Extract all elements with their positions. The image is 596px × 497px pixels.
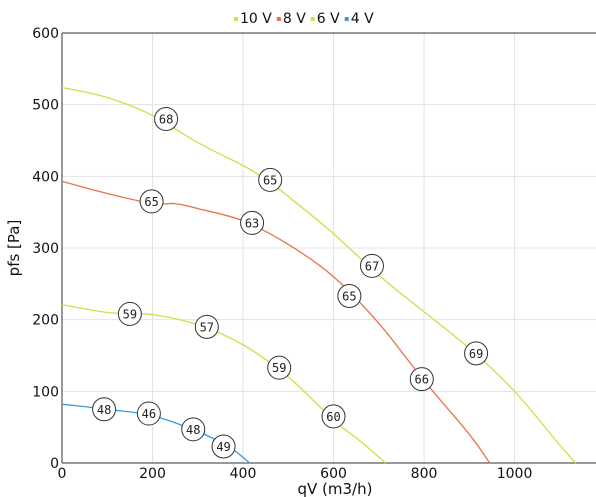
x-tick-label: 600 [320, 466, 347, 482]
point-label: 65 [337, 284, 362, 309]
svg-text:48: 48 [186, 423, 200, 437]
svg-text:66: 66 [415, 373, 429, 387]
point-label: 59 [267, 355, 292, 380]
svg-text:68: 68 [159, 113, 173, 127]
legend-label: 8 V [283, 11, 306, 27]
y-tick-label: 400 [32, 169, 59, 185]
x-tick-label: 0 [58, 466, 67, 482]
legend-item: 8 V [276, 11, 306, 27]
svg-text:46: 46 [142, 407, 156, 421]
x-axis-title: qV (m3/h) [298, 480, 373, 497]
legend-swatch [310, 17, 315, 21]
legend-item: 6 V [310, 11, 340, 27]
y-axis-title: pfs [Pa] [5, 220, 23, 277]
svg-text:65: 65 [342, 290, 356, 304]
y-tick-label: 100 [32, 384, 59, 400]
y-tick-label: 0 [50, 456, 59, 472]
legend-item: 4 V [344, 11, 374, 27]
legend-swatch [276, 17, 281, 21]
y-tick-label: 200 [32, 313, 59, 329]
svg-text:59: 59 [272, 361, 286, 375]
svg-text:57: 57 [200, 320, 214, 334]
svg-text:49: 49 [216, 440, 230, 454]
point-label: 66 [409, 367, 434, 392]
y-tick-label: 500 [32, 98, 59, 114]
point-label: 60 [321, 404, 346, 429]
point-labels: 68 65 67 69 65 63 65 66 59 57 59 60 48 46 48 49 [92, 107, 489, 459]
legend-swatch [344, 17, 349, 21]
point-label: 63 [240, 210, 265, 235]
series-lines [61, 86, 577, 464]
y-tick-label: 300 [32, 241, 59, 257]
legend: 10 V 8 V 6 V 4 V [234, 11, 374, 27]
x-tick-label: 1000 [497, 466, 533, 482]
point-label: 59 [117, 301, 142, 326]
svg-text:63: 63 [245, 216, 259, 230]
legend-item: 10 V [234, 11, 272, 27]
point-label: 48 [92, 397, 117, 422]
axes: 0 200 400 600 800 1000 0 100 200 300 400 500 600 [32, 26, 596, 482]
y-tick-label: 600 [32, 26, 59, 42]
point-label: 57 [194, 314, 219, 339]
legend-label: 4 V [351, 11, 374, 27]
svg-text:60: 60 [326, 410, 340, 424]
point-label: 65 [258, 167, 283, 192]
svg-text:48: 48 [97, 403, 111, 417]
legend-label: 6 V [317, 11, 340, 27]
svg-text:59: 59 [123, 307, 137, 321]
legend-label: 10 V [240, 11, 272, 27]
point-label: 48 [181, 417, 206, 442]
svg-text:69: 69 [469, 347, 483, 361]
point-label: 65 [139, 189, 164, 214]
svg-text:65: 65 [263, 173, 277, 187]
x-tick-label: 400 [230, 466, 257, 482]
point-label: 46 [136, 401, 161, 426]
svg-text:67: 67 [365, 259, 379, 273]
x-tick-label: 800 [411, 466, 438, 482]
grid [61, 32, 596, 464]
svg-text:65: 65 [144, 195, 158, 209]
point-label: 69 [464, 341, 489, 366]
point-label: 67 [359, 253, 384, 278]
legend-swatch [234, 17, 238, 21]
point-label: 68 [154, 107, 179, 131]
x-tick-label: 200 [139, 466, 166, 482]
point-label: 49 [211, 434, 236, 459]
